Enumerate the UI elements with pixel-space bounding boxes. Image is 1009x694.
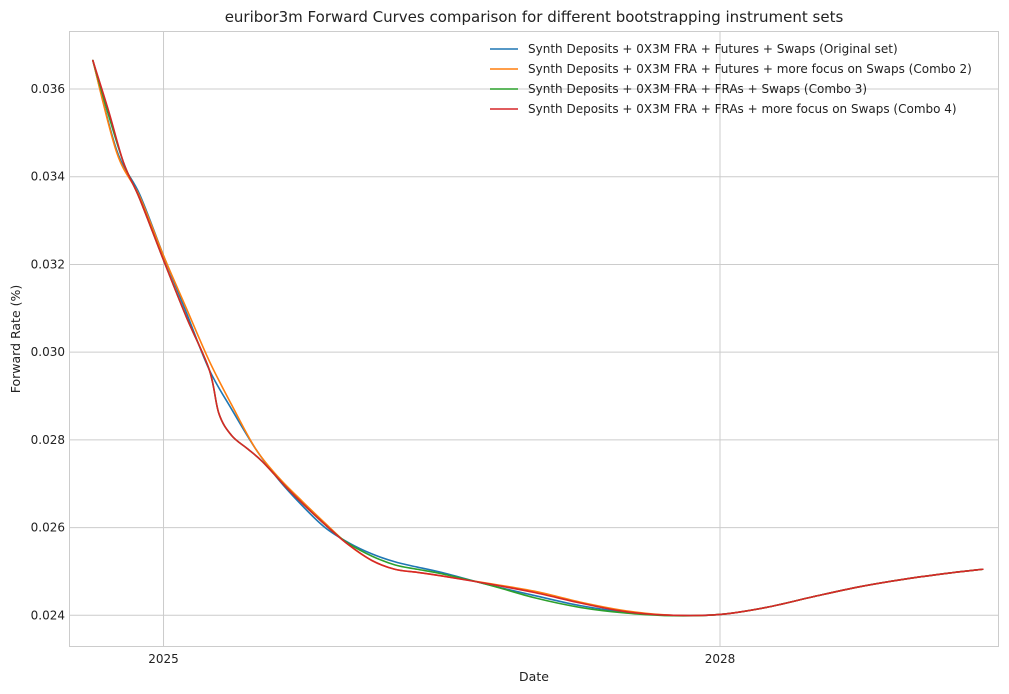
y-tick-label: 0.026 [31, 521, 65, 535]
y-tick-labels: 0.024 0.026 0.028 0.030 0.032 0.034 0.036 [31, 82, 65, 622]
series-layer [92, 59, 984, 617]
x-tick-label: 2025 [148, 652, 179, 666]
legend-label-4: Synth Deposits + 0X3M FRA + FRAs + more … [528, 102, 957, 116]
y-tick-label: 0.034 [31, 170, 65, 184]
x-axis-label: Date [519, 669, 549, 684]
legend: Synth Deposits + 0X3M FRA + Futures + Sw… [490, 42, 972, 116]
y-axis-label: Forward Rate (%) [8, 285, 23, 394]
plot-frame [69, 31, 999, 647]
y-tick-label: 0.036 [31, 82, 65, 96]
chart-title: euribor3m Forward Curves comparison for … [225, 8, 844, 26]
legend-label-1: Synth Deposits + 0X3M FRA + Futures + Sw… [528, 42, 898, 56]
y-tick-label: 0.024 [31, 608, 65, 622]
x-tick-labels: 2025 2028 [148, 652, 735, 666]
y-tick-label: 0.032 [31, 257, 65, 271]
y-tick-label: 0.030 [31, 345, 65, 359]
legend-label-3: Synth Deposits + 0X3M FRA + FRAs + Swaps… [528, 82, 867, 96]
legend-label-2: Synth Deposits + 0X3M FRA + Futures + mo… [528, 62, 972, 76]
y-tick-label: 0.028 [31, 433, 65, 447]
x-tick-label: 2028 [705, 652, 736, 666]
series-line-4 [92, 59, 984, 617]
grid [70, 32, 998, 646]
